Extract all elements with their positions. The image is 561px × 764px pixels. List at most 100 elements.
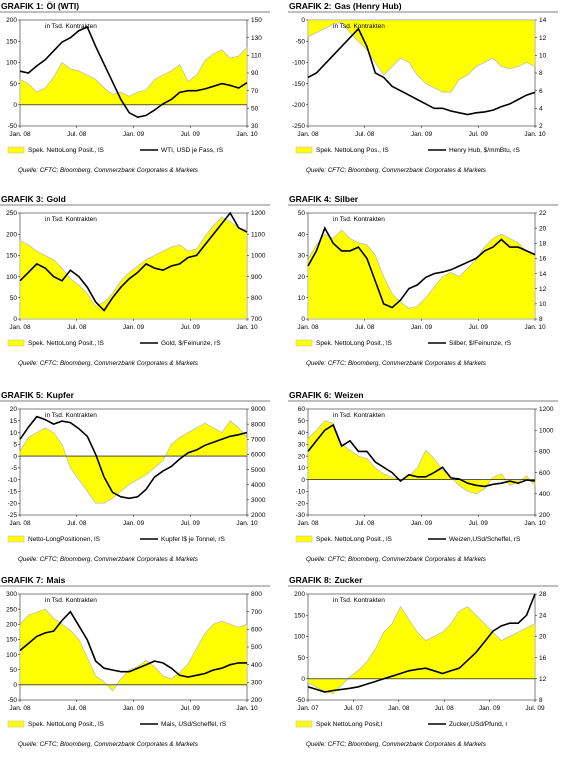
- chart-title-prefix: GRAFIK 7:: [1, 575, 44, 585]
- series-area: [19, 216, 248, 320]
- y-right-tick-label: 150: [251, 17, 262, 24]
- chart-title-name: Zucker: [335, 575, 364, 585]
- unit-label: in Tsd. Kontrakten: [45, 216, 97, 223]
- chart-2: GRAFIK 2: Gas (Henry Hub) 0 -50 -100 -150 -200…: [288, 1, 558, 174]
- x-tick-label: Jan. 09: [411, 520, 433, 527]
- chart-6: GRAFIK 6: Weizen 60 50 40 30 20 10 0 -10 -20 -30 120…: [288, 390, 558, 563]
- x-tick-label: Jul. 07: [344, 705, 364, 712]
- y-left-tick-label: 50: [298, 655, 306, 662]
- y-right-tick-label: 8: [539, 697, 543, 704]
- y-left-tick-label: 200: [294, 591, 305, 598]
- x-tick-label: Jul. 09: [181, 520, 201, 527]
- legend-label-area: Spek. NettoLong Posit., lS: [316, 340, 393, 347]
- y-right-tick-label: 300: [251, 680, 262, 687]
- y-right-tick-label: 1100: [251, 231, 265, 238]
- x-tick-label: Jul. 08: [355, 520, 375, 527]
- y-right-tick-label: 50: [251, 106, 259, 113]
- y-left-tick-label: 0: [301, 17, 305, 24]
- x-tick-label: Jul. 08: [67, 324, 87, 331]
- source-note: Quelle: CFTC; Bloomberg, Commerzbank Cor…: [18, 556, 199, 563]
- y-left-tick-label: -200: [292, 102, 305, 109]
- legend-swatch-area: [295, 146, 313, 154]
- y-right-tick-label: 90: [251, 70, 259, 77]
- chart-title-name: Kupfer: [47, 390, 75, 400]
- legend-label-line: Weizen,USd/Scheffel, rS: [449, 536, 521, 543]
- panel-2: GRAFIK 2: Gas (Henry Hub) 0 -50 -100 -150 -200…: [288, 0, 558, 190]
- series-area: [307, 19, 536, 93]
- y-right-tick-label: 700: [251, 609, 262, 616]
- y-left-tick-label: 0: [301, 477, 305, 484]
- y-left-tick-label: -150: [292, 81, 305, 88]
- x-tick-label: Jan. 09: [479, 705, 501, 712]
- y-left-tick-label: -10: [8, 477, 18, 484]
- chart-title-name: Mais: [47, 575, 66, 585]
- x-tick-label: Jul. 08: [67, 131, 87, 138]
- y-right-tick-label: 12: [539, 676, 547, 683]
- y-right-tick-label: 6: [539, 88, 543, 95]
- y-left-tick-label: 10: [298, 465, 306, 472]
- y-left-tick-label: 150: [6, 253, 17, 260]
- x-tick-label: Jan. 09: [123, 324, 145, 331]
- source-note: Quelle: CFTC; Bloomberg, Commerzbank Cor…: [306, 167, 487, 174]
- y-right-tick-label: 1200: [251, 210, 266, 217]
- y-left-tick-label: 250: [6, 210, 17, 217]
- y-left-tick-label: 50: [10, 667, 18, 674]
- y-right-tick-label: 200: [251, 697, 262, 704]
- series-area: [307, 605, 536, 694]
- y-right-tick-label: 24: [539, 612, 547, 619]
- chart-title-name: Öl (WTI): [47, 1, 80, 11]
- chart-title: GRAFIK 3: Gold: [1, 194, 66, 204]
- legend-label-line: Mais, USd/Scheffel, rS: [161, 721, 227, 728]
- chart-title-name: Silber: [335, 194, 359, 204]
- x-tick-label: Jul. 09: [525, 705, 545, 712]
- y-left-tick-label: -100: [292, 60, 305, 67]
- y-left-tick-label: 200: [6, 621, 17, 628]
- unit-label: in Tsd. Kontrakten: [45, 412, 97, 419]
- y-left-tick-label: 10: [10, 430, 18, 437]
- legend-swatch-area: [7, 720, 25, 728]
- y-left-tick-label: 20: [298, 274, 306, 281]
- source-note: Quelle: CFTC; Bloomberg, Commerzbank Cor…: [306, 360, 487, 367]
- chart-5: GRAFIK 5: Kupfer 20 15 10 5 0 -5 -10 -15 -20 -25 900…: [0, 390, 270, 563]
- y-right-tick-label: 8: [539, 70, 543, 77]
- legend-label-line: Kupfer l$ je Tonnel, rS: [161, 536, 225, 543]
- y-left-tick-label: 100: [294, 634, 305, 641]
- y-right-tick-label: 800: [251, 295, 262, 302]
- source-note: Quelle: CFTC; Bloomberg, Commerzbank Cor…: [18, 741, 199, 748]
- y-left-tick-label: 300: [6, 591, 17, 598]
- series-line: [19, 415, 248, 500]
- y-right-tick-label: 200: [539, 512, 550, 519]
- y-left-tick-label: 5: [13, 442, 17, 449]
- legend-label-area: Spek NettoLong Posit,l: [316, 721, 383, 728]
- chart-title: GRAFIK 1: Öl (WTI): [1, 1, 79, 11]
- y-left-tick-label: 0: [301, 676, 305, 683]
- x-tick-label: Jan. 10: [524, 520, 546, 527]
- chart-title-name: Gold: [47, 194, 66, 204]
- x-tick-label: Jul. 08: [355, 131, 375, 138]
- chart-title-prefix: GRAFIK 2:: [289, 1, 332, 11]
- y-left-tick-label: 200: [6, 231, 17, 238]
- x-tick-label: Jul. 08: [67, 705, 87, 712]
- y-right-tick-label: 9000: [251, 406, 266, 413]
- x-tick-label: Jan. 09: [123, 705, 145, 712]
- chart-title-prefix: GRAFIK 5:: [1, 390, 44, 400]
- chart-title: GRAFIK 5: Kupfer: [1, 390, 75, 400]
- y-left-tick-label: -30: [296, 512, 306, 519]
- y-right-tick-label: 2000: [251, 512, 266, 519]
- x-tick-label: Jan. 09: [411, 131, 433, 138]
- x-tick-label: Jan. 08: [297, 324, 319, 331]
- legend-label-area: Spek. NettoLong Posit., lS: [28, 340, 105, 347]
- y-left-tick-label: 50: [10, 295, 18, 302]
- legend-label-area: Spek. NettoLong Posit., lS: [316, 536, 393, 543]
- y-left-tick-label: 50: [298, 418, 306, 425]
- y-right-tick-label: 700: [251, 316, 262, 323]
- y-left-tick-label: 20: [298, 453, 306, 460]
- y-right-tick-label: 20: [539, 225, 547, 232]
- y-left-tick-label: 10: [298, 295, 306, 302]
- y-right-tick-label: 800: [251, 591, 262, 598]
- y-right-tick-label: 30: [251, 123, 259, 130]
- chart-3: GRAFIK 3: Gold 250 200 150 100 50 0 1200 1100 1000…: [0, 194, 270, 367]
- x-tick-label: Jul. 09: [469, 324, 489, 331]
- series-line: [307, 423, 536, 488]
- x-tick-label: Jan. 10: [236, 324, 258, 331]
